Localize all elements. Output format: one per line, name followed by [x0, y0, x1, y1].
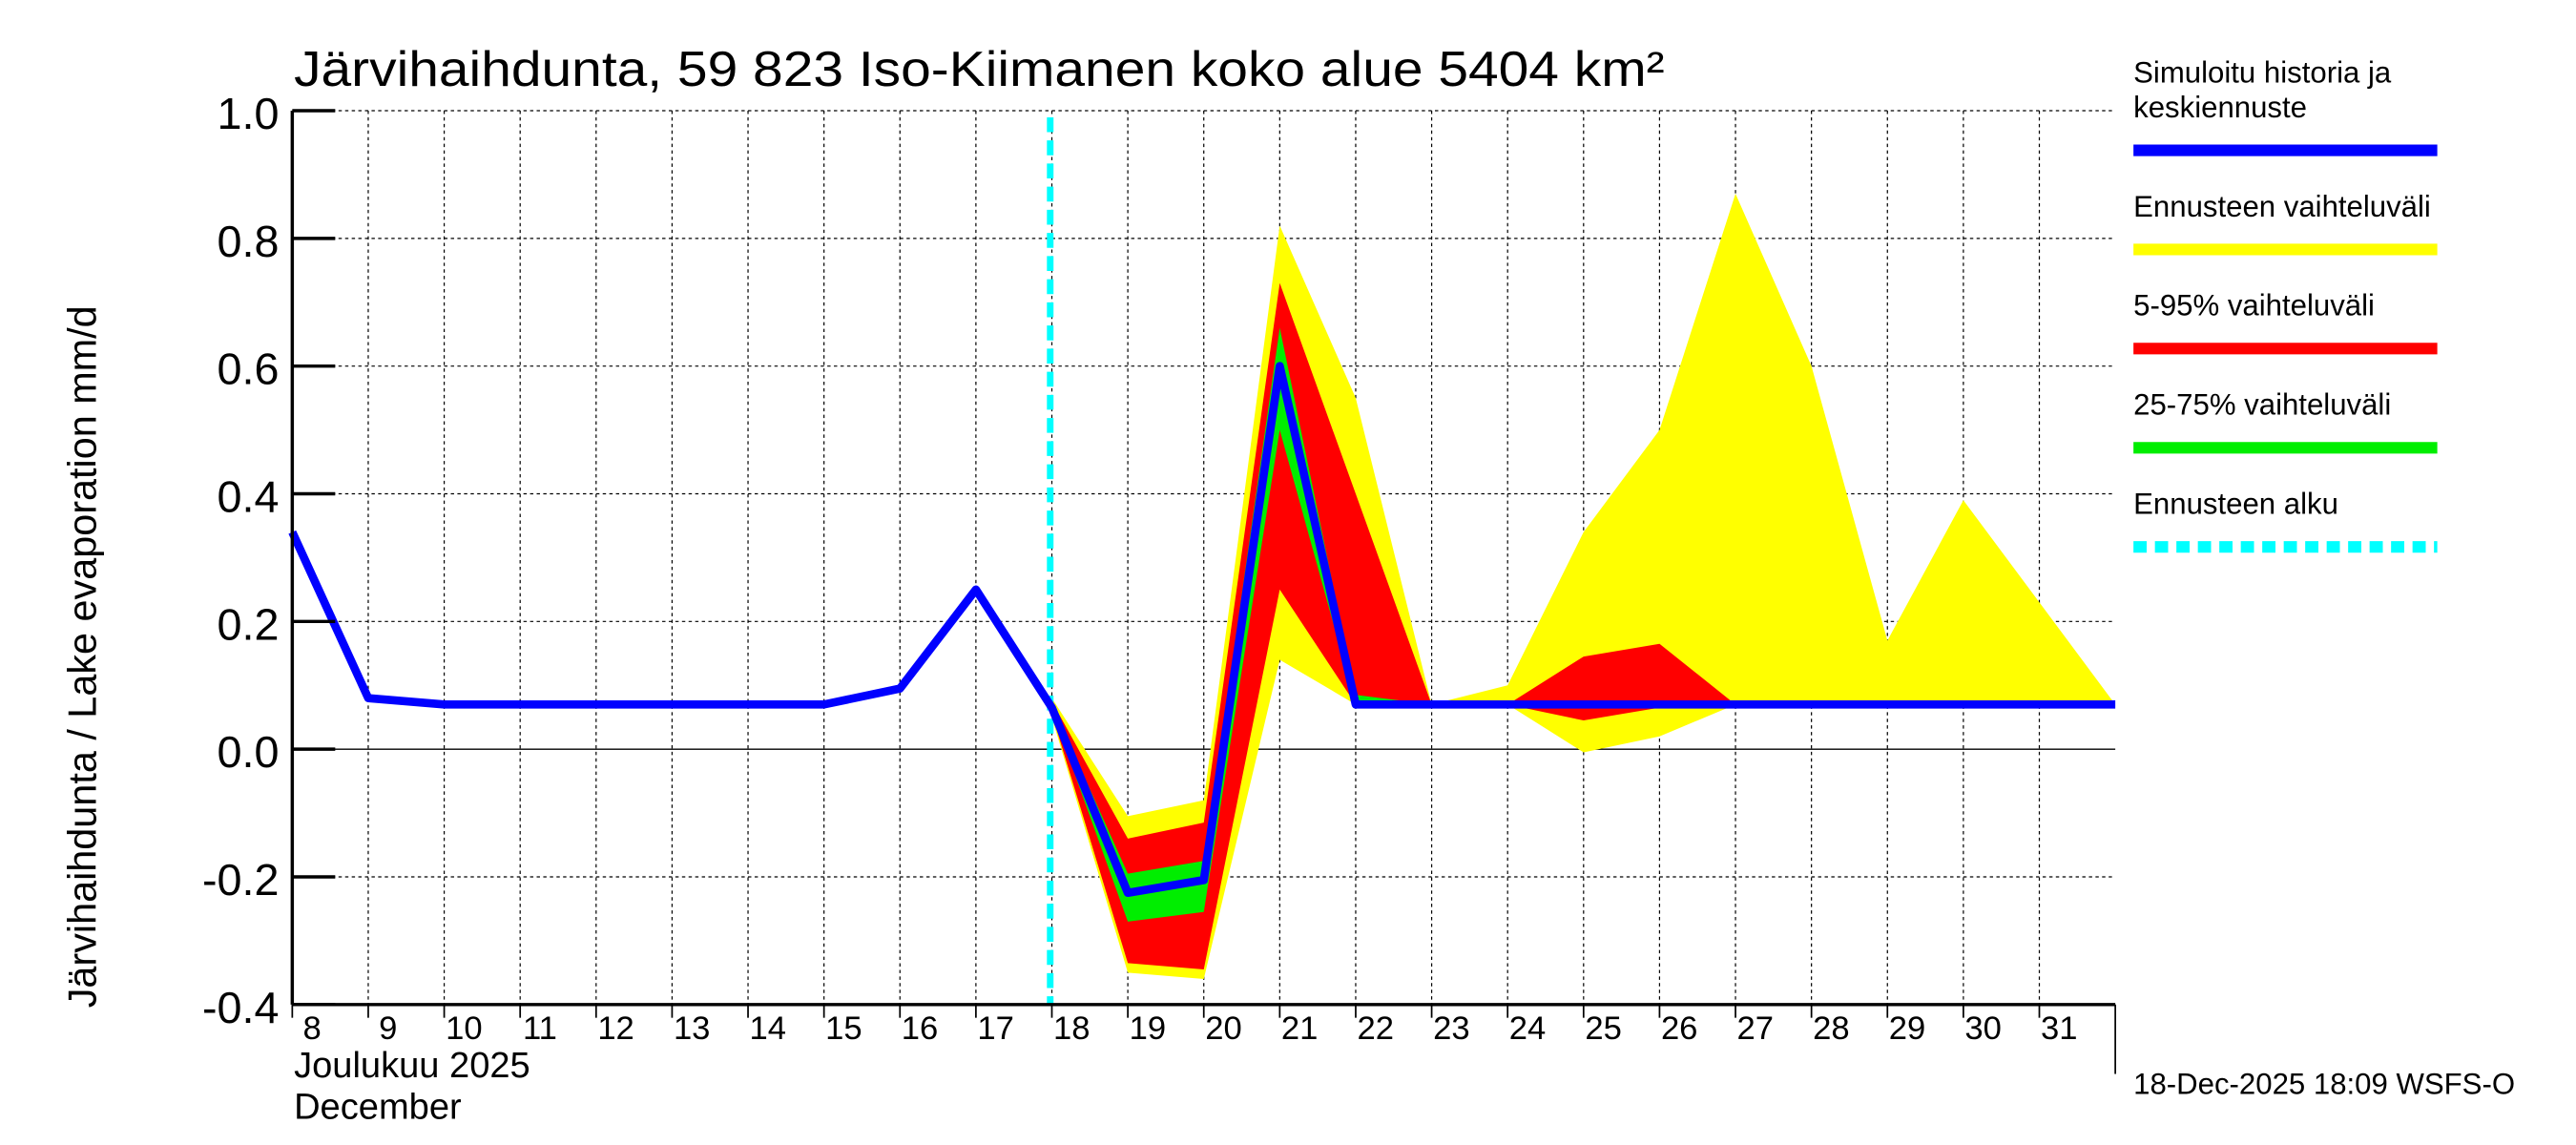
x-tick-label: 29	[1889, 1010, 1925, 1047]
y-tick-label: 0.0	[218, 727, 280, 777]
legend-label: Simuloitu historia ja	[2133, 56, 2392, 90]
x-tick-label: 31	[2041, 1010, 2077, 1047]
x-tick-label: 12	[597, 1010, 634, 1047]
x-tick-label: 13	[674, 1010, 710, 1047]
y-tick-label: 0.4	[218, 472, 280, 522]
legend-label: Ennusteen vaihteluväli	[2133, 190, 2431, 223]
y-tick-label: 0.8	[218, 217, 280, 266]
x-tick-label: 11	[523, 1010, 557, 1047]
x-tick-label: 25	[1585, 1010, 1621, 1047]
legend-label: 5-95% vaihteluväli	[2133, 289, 2375, 323]
x-tick-label: 9	[379, 1010, 397, 1047]
y-axis-label: Järvihaihdunta / Lake evaporation mm/d	[59, 305, 104, 1008]
x-tick-label: 27	[1737, 1010, 1774, 1047]
x-tick-label: 22	[1357, 1010, 1393, 1047]
y-tick-label: 1.0	[218, 89, 280, 138]
axes: -0.4 -0.2 0.0 0.2 0.4 0.6 0.8 1.0 8 9 10 11 12 13 14 15…	[202, 89, 2116, 1074]
y-tick-label: -0.4	[202, 983, 280, 1032]
x-axis-label-fi: Joulukuu 2025	[294, 1046, 530, 1086]
y-tick-label: 0.6	[218, 344, 280, 394]
x-tick-label: 28	[1813, 1010, 1849, 1047]
x-tick-label: 21	[1281, 1010, 1318, 1047]
legend-label: Ennusteen alku	[2133, 488, 2338, 521]
legend-label: keskiennuste	[2133, 91, 2307, 124]
x-tick-label: 8	[302, 1010, 321, 1047]
y-tick-label: 0.2	[218, 599, 280, 649]
mean-line	[288, 362, 2116, 898]
x-tick-label: 18	[1053, 1010, 1090, 1047]
legend-label: 25-75% vaihteluväli	[2133, 388, 2391, 422]
band-5-95-vaihteluv-li	[1051, 282, 2116, 970]
x-tick-label: 26	[1661, 1010, 1697, 1047]
x-tick-label: 23	[1433, 1010, 1469, 1047]
x-tick-label: 16	[902, 1010, 938, 1047]
x-tick-label: 15	[825, 1010, 862, 1047]
lines	[288, 116, 2116, 1005]
chart-title: Järvihaihdunta, 59 823 Iso-Kiimanen koko…	[294, 42, 1665, 97]
x-tick-label: 19	[1130, 1010, 1166, 1047]
x-tick-label: 30	[1964, 1010, 2001, 1047]
footer-timestamp: 18-Dec-2025 18:09 WSFS-O	[2133, 1067, 2515, 1100]
x-tick-label: 20	[1205, 1010, 1241, 1047]
y-tick-label: -0.2	[202, 855, 280, 905]
x-tick-label: 17	[977, 1010, 1013, 1047]
x-tick-label: 10	[446, 1010, 482, 1047]
x-axis-label-en: December	[294, 1087, 462, 1127]
x-tick-label: 14	[750, 1010, 786, 1047]
x-tick-label: 24	[1509, 1010, 1546, 1047]
